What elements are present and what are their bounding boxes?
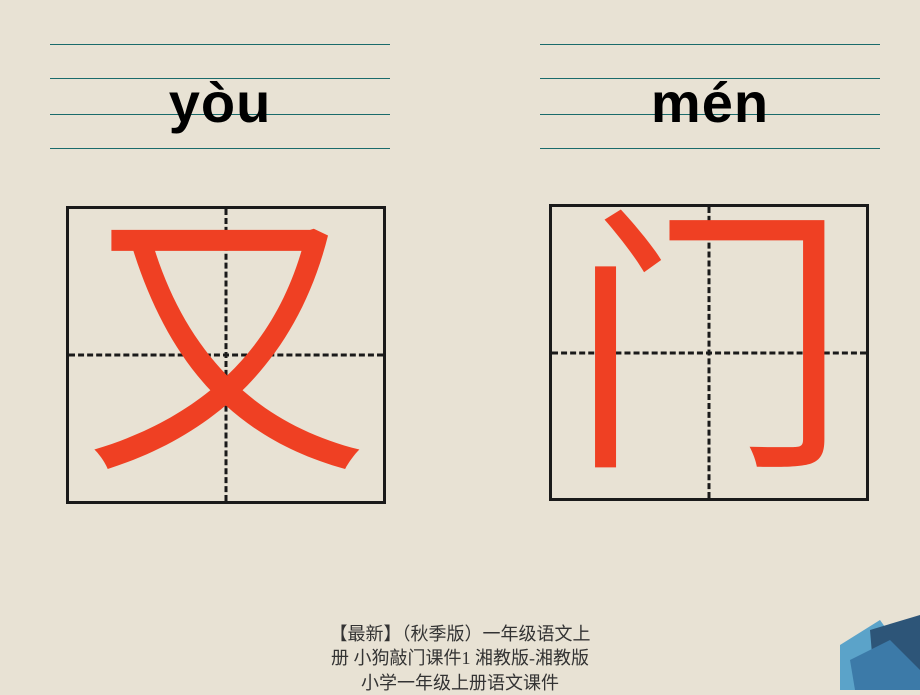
pinyin-rule-line — [50, 44, 390, 45]
character-grid-right: 门 — [549, 204, 869, 501]
corner-decoration — [780, 590, 920, 690]
character-grid-left: 又 — [66, 206, 386, 504]
pinyin-right: mén — [540, 70, 880, 135]
pinyin-left: yòu — [50, 70, 390, 135]
character-left: 又 — [69, 211, 383, 496]
character-right: 门 — [552, 211, 866, 491]
pinyin-rule-line — [540, 44, 880, 45]
pinyin-box-left: yòu — [50, 40, 390, 150]
pinyin-rule-line — [540, 148, 880, 149]
pinyin-rule-line — [50, 148, 390, 149]
crystal-icon — [780, 590, 920, 690]
pinyin-box-right: mén — [540, 40, 880, 150]
